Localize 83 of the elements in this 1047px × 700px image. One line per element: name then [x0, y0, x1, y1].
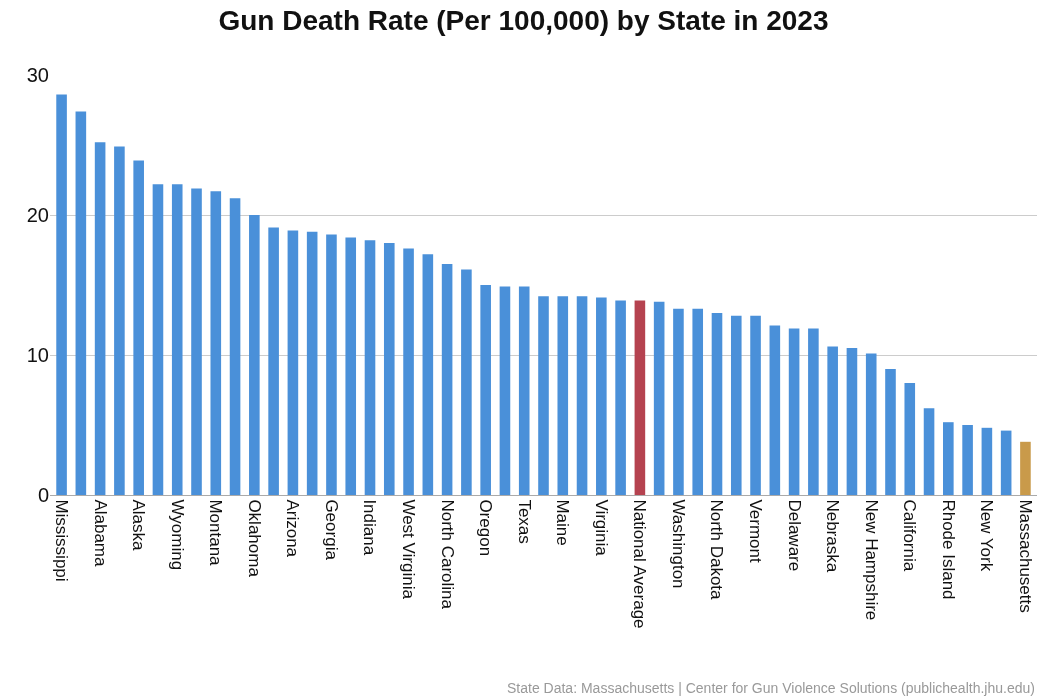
x-tick-label: North Dakota	[707, 499, 727, 601]
x-tick-label: Oregon	[476, 499, 496, 557]
bar	[480, 285, 491, 495]
bar	[403, 248, 414, 495]
bar	[923, 408, 935, 495]
x-tick-label: Montana	[206, 499, 226, 567]
bar	[692, 308, 704, 495]
x-tick-label: Indiana	[360, 499, 380, 556]
bar	[538, 296, 549, 495]
bar	[865, 353, 877, 495]
bar	[171, 184, 183, 495]
bar	[287, 230, 299, 495]
bar	[210, 191, 222, 495]
bar	[152, 184, 164, 495]
bar	[750, 315, 761, 495]
y-tick-label: 10	[26, 344, 49, 366]
bar	[943, 422, 954, 495]
x-tick-label: Nebraska	[823, 499, 843, 573]
bar	[730, 315, 742, 495]
x-tick-label: Mississippi	[52, 499, 72, 582]
bar	[711, 313, 723, 495]
x-tick-label: National Average	[630, 499, 650, 629]
bar	[229, 198, 241, 495]
bar	[769, 325, 781, 495]
y-tick-label: 20	[26, 204, 49, 226]
bar	[94, 142, 106, 495]
x-tick-label: Vermont	[746, 499, 766, 563]
bar	[904, 383, 916, 495]
bar	[364, 240, 376, 495]
bar	[75, 111, 87, 495]
y-tick-label: 0	[37, 484, 49, 506]
bar	[133, 160, 144, 495]
bar	[114, 146, 125, 495]
bar	[326, 234, 337, 495]
bar	[518, 286, 530, 495]
bar	[615, 300, 626, 495]
bar	[827, 346, 838, 495]
bar	[249, 215, 260, 495]
bar	[673, 308, 684, 495]
x-tick-label: North Carolina	[437, 499, 457, 610]
x-tick-label: Washington	[668, 499, 688, 589]
x-tick-label: Wyoming	[167, 499, 187, 571]
x-tick-label: California	[900, 499, 920, 572]
text: State Data: Massachusetts | Center for Gun Violence Solutions (publichealth.jhu.edu)	[507, 680, 1035, 696]
x-tick-label: Alabama	[90, 499, 110, 568]
x-tick-label: Texas	[514, 499, 534, 544]
bar	[345, 237, 357, 495]
bar	[306, 231, 318, 495]
bar	[634, 300, 646, 495]
x-tick-label: Arizona	[283, 499, 303, 558]
chart-title: Gun Death Rate (Per 100,000) by State in 2023	[218, 5, 829, 37]
bar	[1000, 430, 1012, 495]
bar	[596, 297, 607, 495]
x-tick-label: Delaware	[784, 499, 804, 572]
x-tick-label: Oklahoma	[244, 499, 264, 578]
bar	[885, 369, 896, 495]
bar	[846, 348, 858, 495]
bar	[191, 188, 202, 495]
y-tick-label: 30	[26, 64, 49, 86]
x-tick-label: New York	[977, 499, 997, 572]
x-tick-label: Maine	[553, 499, 573, 546]
x-tick-label: Alaska	[129, 499, 149, 551]
bar	[441, 264, 453, 495]
x-tick-label: Virginia	[591, 499, 611, 557]
bar	[962, 425, 973, 495]
bar	[981, 427, 993, 495]
bar	[268, 227, 279, 495]
bar	[499, 286, 511, 495]
bar	[653, 301, 665, 495]
x-tick-label: Georgia	[321, 499, 341, 561]
x-tick-label: Rhode Island	[938, 499, 958, 600]
bar	[557, 296, 569, 495]
x-tick-label: West Virginia	[399, 499, 419, 600]
bar	[576, 296, 588, 495]
bar	[461, 269, 472, 495]
bar	[383, 243, 395, 495]
bar	[422, 254, 434, 495]
bar	[1020, 441, 1031, 495]
bar	[808, 328, 819, 495]
bar	[56, 94, 67, 495]
bar	[788, 328, 800, 495]
x-tick-label: New Hampshire	[861, 499, 881, 621]
x-tick-label: Massachusetts	[1015, 499, 1035, 613]
